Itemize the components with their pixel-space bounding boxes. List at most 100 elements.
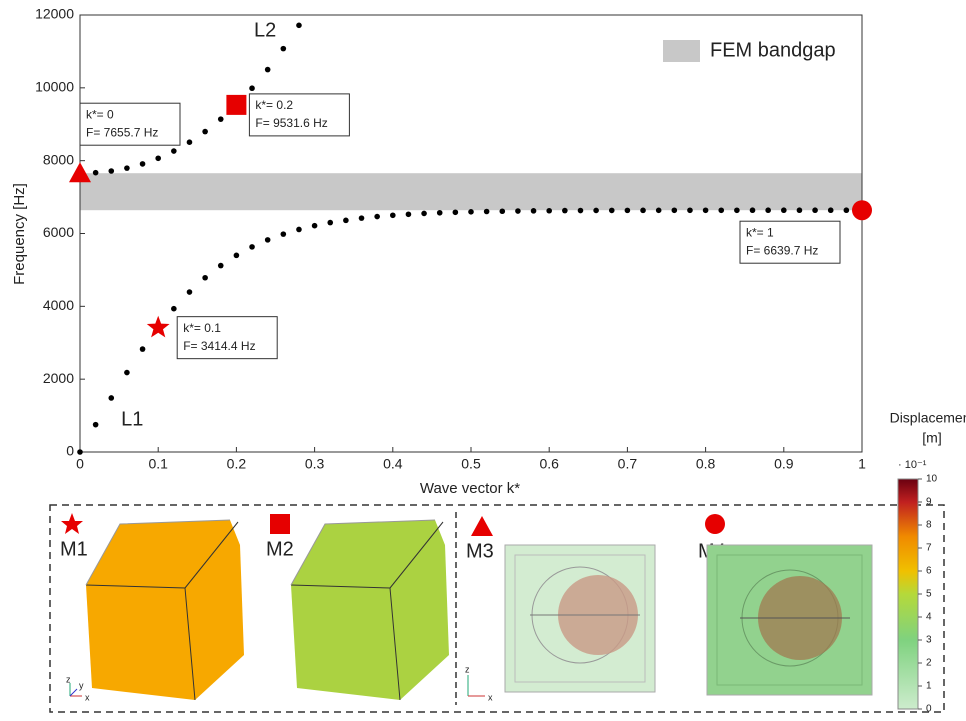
marker-square bbox=[226, 95, 246, 115]
curve-dot bbox=[108, 395, 114, 401]
curve-dot bbox=[327, 220, 333, 226]
curve-dot bbox=[546, 208, 552, 214]
cube-m2 bbox=[291, 520, 449, 700]
sphere-m3 bbox=[505, 545, 655, 692]
colorbar-scale: · 10⁻¹ bbox=[898, 459, 927, 471]
figure: Wave vector k* Frequency [Hz] M1 M2 M3 M… bbox=[0, 0, 966, 716]
curve-dot bbox=[140, 346, 146, 352]
colorbar-tick-label: 6 bbox=[926, 566, 932, 577]
colorbar-tick-label: 10 bbox=[926, 474, 938, 485]
curve-dot bbox=[656, 208, 662, 214]
y-tick-label: 10000 bbox=[35, 79, 74, 95]
triangle-icon bbox=[471, 516, 493, 536]
annotation-text: F= 9531.6 Hz bbox=[255, 116, 327, 130]
curve-dot bbox=[750, 207, 756, 213]
bandgap bbox=[80, 173, 862, 210]
x-tick-label: 0.3 bbox=[305, 456, 325, 472]
y-tick-label: 2000 bbox=[43, 370, 74, 386]
annotation-text: k*= 1 bbox=[746, 225, 774, 239]
annotation-text: k*= 0.1 bbox=[183, 321, 221, 335]
annotation-text: k*= 0.2 bbox=[255, 98, 293, 112]
curve-dot bbox=[218, 263, 224, 269]
y-tick-label: 12000 bbox=[35, 6, 74, 22]
curve-dot bbox=[249, 244, 255, 250]
mode-label: M1 bbox=[60, 538, 88, 560]
x-tick-label: 0.5 bbox=[461, 456, 481, 472]
curve-dot bbox=[812, 207, 818, 213]
square-icon bbox=[270, 514, 290, 534]
marker-circle bbox=[852, 200, 872, 220]
x-tick-label: 0.2 bbox=[227, 456, 247, 472]
colorbar-unit: [m] bbox=[922, 430, 941, 446]
page: Wave vector k* Frequency [Hz] M1 M2 M3 M… bbox=[0, 0, 966, 716]
x-tick-label: 0.7 bbox=[618, 456, 638, 472]
colorbar-tick-label: 2 bbox=[926, 658, 932, 669]
cube-m1 bbox=[86, 520, 244, 700]
x-tick-label: 0.8 bbox=[696, 456, 716, 472]
curve-dot bbox=[718, 207, 724, 213]
curve-dot bbox=[578, 208, 584, 214]
curve-dot bbox=[765, 207, 771, 213]
curve-dot bbox=[93, 170, 99, 176]
curve-dot bbox=[609, 208, 615, 214]
curve-dot bbox=[281, 46, 287, 52]
curve-dot bbox=[468, 209, 474, 215]
colorbar-tick-label: 3 bbox=[926, 635, 932, 646]
curve-dot bbox=[108, 168, 114, 174]
colorbar-tick-label: 4 bbox=[926, 612, 932, 623]
curve-dot bbox=[484, 209, 490, 215]
curve-dot bbox=[171, 148, 177, 154]
curve-dot bbox=[281, 231, 287, 237]
annotation-text: k*= 0 bbox=[86, 107, 114, 121]
colorbar bbox=[898, 479, 918, 709]
y-tick-label: 0 bbox=[66, 443, 74, 459]
curve-label: L1 bbox=[121, 408, 143, 430]
curve-dot bbox=[703, 207, 709, 213]
circle-icon bbox=[705, 514, 725, 534]
triad-label: x bbox=[85, 692, 90, 702]
curve-dot bbox=[390, 212, 396, 218]
curve-dot bbox=[265, 237, 271, 243]
curve-dot bbox=[593, 208, 599, 214]
curve-dot bbox=[734, 207, 740, 213]
curve-dot bbox=[515, 208, 521, 214]
triad-label: x bbox=[488, 692, 493, 702]
curve-dot bbox=[453, 209, 459, 215]
colorbar-tick-label: 7 bbox=[926, 543, 932, 554]
y-tick-label: 8000 bbox=[43, 151, 74, 167]
mode-label: M2 bbox=[266, 538, 294, 560]
curve-dot bbox=[531, 208, 537, 214]
annotation-text: F= 7655.7 Hz bbox=[86, 125, 158, 139]
curve-dot bbox=[359, 215, 365, 221]
colorbar-tick-label: 0 bbox=[926, 704, 932, 715]
legend-label: FEM bandgap bbox=[710, 39, 836, 61]
curve-dot bbox=[187, 139, 193, 145]
curve-dot bbox=[93, 422, 99, 428]
mode-label: M3 bbox=[466, 540, 494, 562]
y-tick-label: 6000 bbox=[43, 224, 74, 240]
y-axis-title: Frequency [Hz] bbox=[11, 183, 28, 285]
curve-dot bbox=[844, 207, 850, 213]
curve-dot bbox=[140, 161, 146, 167]
colorbar-tick-label: 5 bbox=[926, 589, 932, 600]
curve-dot bbox=[625, 208, 631, 214]
curve-dot bbox=[687, 207, 693, 213]
x-tick-label: 0.4 bbox=[383, 456, 403, 472]
curve-dot bbox=[499, 208, 505, 214]
curve-dot bbox=[218, 116, 224, 122]
curve-dot bbox=[171, 306, 177, 312]
x-tick-label: 0.1 bbox=[148, 456, 168, 472]
curve-dot bbox=[640, 208, 646, 214]
curve-dot bbox=[343, 218, 349, 224]
curve-dot bbox=[828, 207, 834, 213]
curve-dot bbox=[249, 85, 255, 91]
curve-dot bbox=[781, 207, 787, 213]
curve-label: L2 bbox=[254, 19, 276, 41]
curve-dot bbox=[187, 289, 193, 295]
triad-label: z bbox=[66, 674, 71, 684]
curve-dot bbox=[421, 211, 427, 217]
curve-dot bbox=[202, 275, 208, 281]
star-icon bbox=[61, 513, 83, 534]
annotation-text: F= 3414.4 Hz bbox=[183, 339, 255, 353]
curve-dot bbox=[124, 370, 130, 376]
